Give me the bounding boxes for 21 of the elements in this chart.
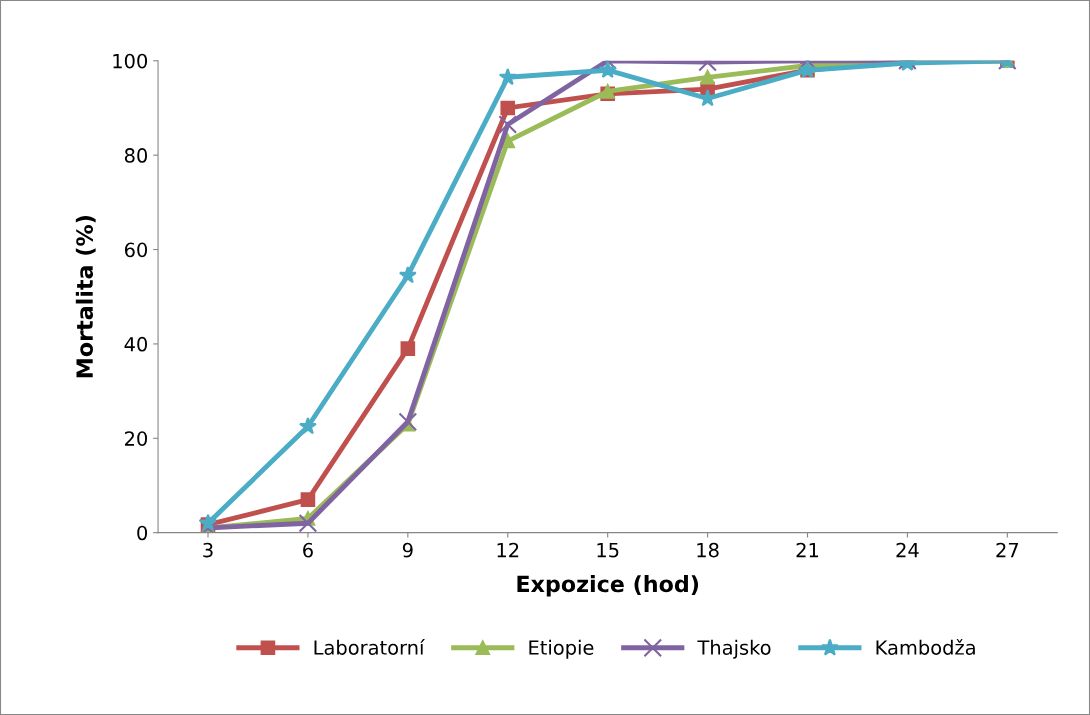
x-tick-label: 24: [896, 542, 919, 558]
y-tick-label: 100: [113, 53, 148, 69]
legend-label: Thajsko: [697, 639, 771, 659]
legend-label: Laboratorní: [314, 639, 425, 655]
y-tick-label: 20: [125, 431, 148, 446]
x-tick-label: 9: [402, 542, 413, 558]
x-axis-title: Expozice (hod): [517, 575, 699, 597]
x-tick-label: 12: [497, 542, 519, 558]
legend-label: Etiopie: [529, 639, 594, 659]
legend-label: Kambodža: [876, 639, 975, 655]
x-tick-label: 21: [796, 542, 819, 558]
y-tick-label: 0: [137, 525, 148, 541]
y-tick-label: 60: [124, 242, 148, 258]
x-tick-label: 6: [303, 542, 313, 558]
x-tick-label: 18: [697, 542, 719, 558]
y-axis-title: Mortalita (%): [75, 216, 96, 378]
x-tick-label: 27: [996, 542, 1019, 558]
x-tick-label: 3: [203, 542, 213, 558]
y-tick-label: 40: [124, 336, 148, 352]
y-tick-label: 80: [124, 148, 148, 163]
x-tick-label: 15: [597, 543, 619, 558]
